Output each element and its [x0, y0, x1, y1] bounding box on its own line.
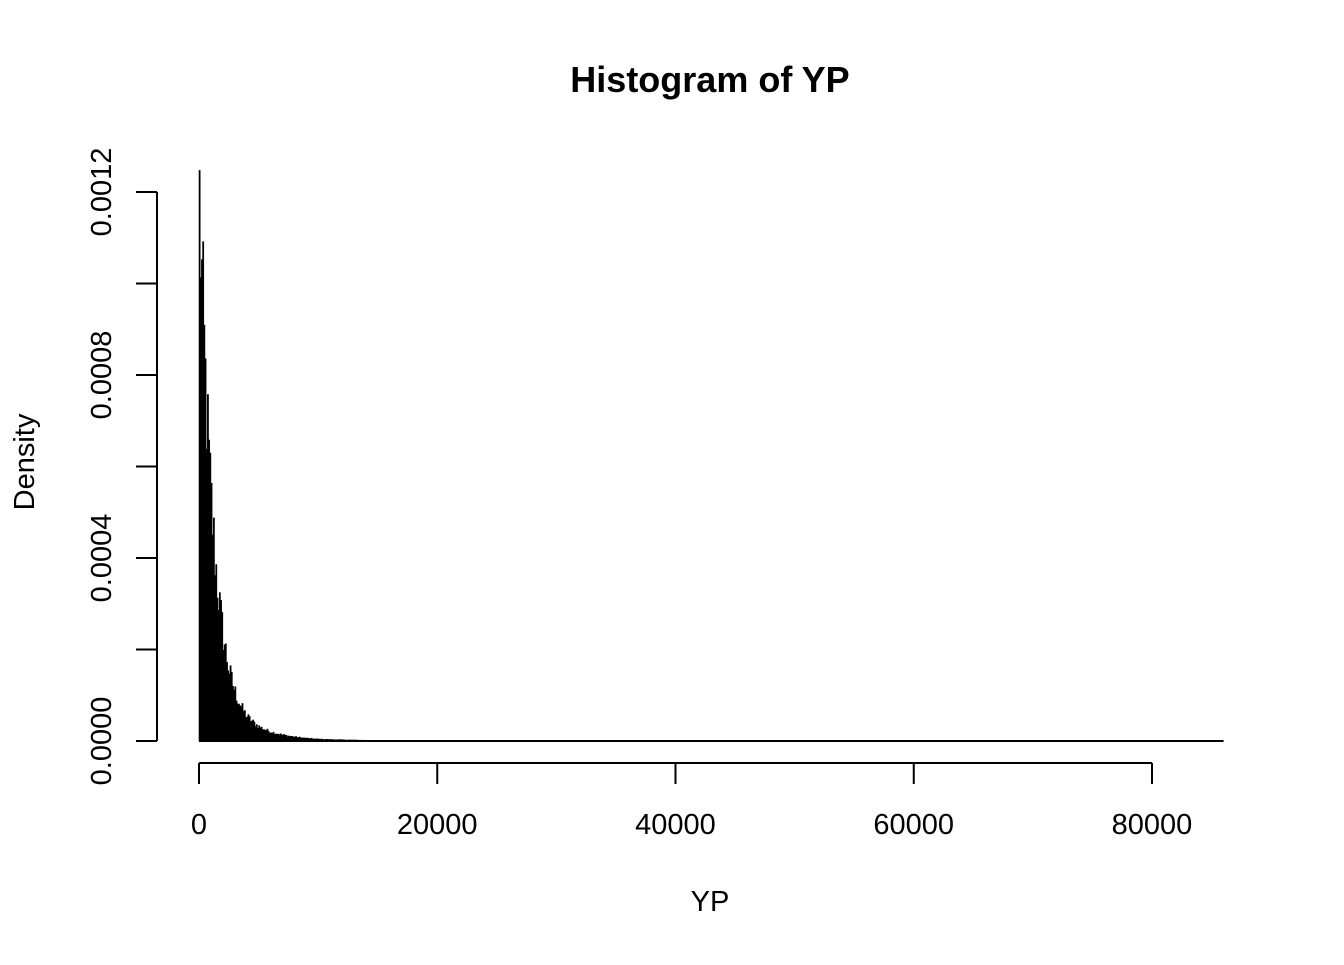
x-tick-label: 80000 — [1112, 809, 1193, 841]
y-axis-label: Density — [9, 413, 41, 510]
y-tick-label: 0.0012 — [86, 148, 118, 237]
histogram-bars — [199, 170, 1223, 741]
x-axis-label: YP — [691, 886, 730, 918]
x-tick-label: 20000 — [397, 809, 478, 841]
y-tick-label: 0.0000 — [86, 697, 118, 786]
y-axis: 0.0000 0.0004 0.0008 0.0012 — [86, 148, 157, 786]
y-tick-label: 0.0004 — [86, 514, 118, 603]
y-tick-label: 0.0008 — [86, 331, 118, 420]
chart-title: Histogram of YP — [570, 59, 849, 100]
x-tick-label: 60000 — [873, 809, 954, 841]
x-tick-label: 0 — [191, 809, 207, 841]
x-axis: 0 20000 40000 60000 80000 — [191, 763, 1192, 841]
x-tick-label: 40000 — [635, 809, 716, 841]
